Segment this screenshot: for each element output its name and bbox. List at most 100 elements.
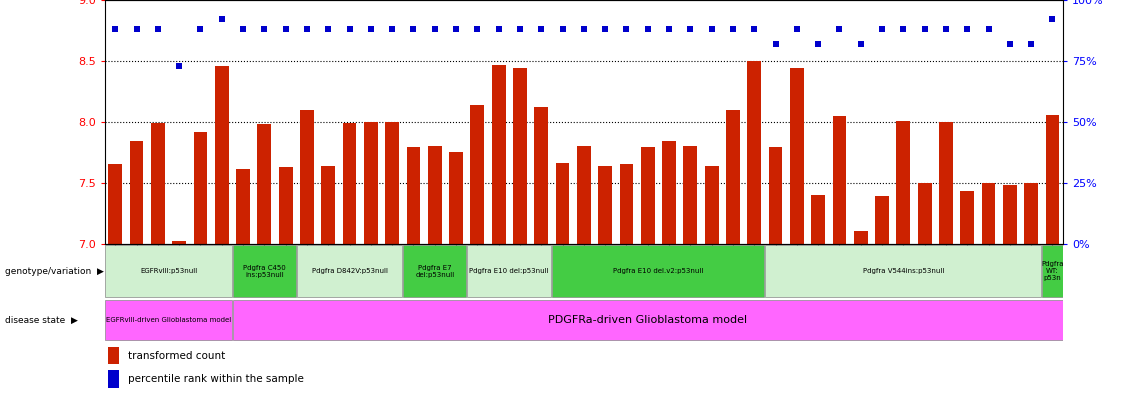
Bar xyxy=(467,245,551,297)
Bar xyxy=(727,110,740,244)
Bar xyxy=(130,141,143,244)
Bar xyxy=(939,122,953,244)
Bar xyxy=(790,68,804,244)
Point xyxy=(703,26,721,32)
Point xyxy=(234,26,252,32)
Bar xyxy=(215,66,229,244)
Point xyxy=(425,26,443,32)
Bar xyxy=(832,116,846,244)
Point xyxy=(1022,41,1040,47)
Bar xyxy=(257,124,272,244)
Bar xyxy=(1043,245,1063,297)
Bar xyxy=(404,245,466,297)
Point xyxy=(340,26,358,32)
Point xyxy=(830,26,848,32)
Point xyxy=(766,41,785,47)
Bar xyxy=(407,147,421,244)
Text: EGFRvIII:p53null: EGFRvIII:p53null xyxy=(140,268,197,274)
Bar xyxy=(769,147,782,244)
Bar xyxy=(765,245,1041,297)
Bar xyxy=(108,164,122,244)
Bar xyxy=(981,183,996,244)
Bar xyxy=(896,121,911,244)
Bar xyxy=(233,245,296,297)
Bar xyxy=(279,167,292,244)
Point xyxy=(532,26,550,32)
Point xyxy=(298,26,316,32)
Point xyxy=(788,26,806,32)
Text: Pdgfra E10 del:p53null: Pdgfra E10 del:p53null xyxy=(470,268,549,274)
Bar xyxy=(236,169,250,244)
Point xyxy=(915,26,933,32)
Point xyxy=(937,26,955,32)
Text: Pdgfra V544ins:p53null: Pdgfra V544ins:p53null xyxy=(863,268,944,274)
Bar xyxy=(322,166,335,244)
Bar xyxy=(620,164,633,244)
Text: percentile rank within the sample: percentile rank within the sample xyxy=(128,374,305,384)
Bar xyxy=(449,152,463,244)
Bar xyxy=(961,191,974,244)
Bar xyxy=(598,166,612,244)
Point xyxy=(724,26,742,32)
Point xyxy=(511,26,529,32)
Text: disease state  ▶: disease state ▶ xyxy=(6,316,78,325)
Bar xyxy=(385,122,399,244)
Bar xyxy=(151,123,165,244)
Bar xyxy=(1003,185,1016,244)
Text: transformed count: transformed count xyxy=(128,351,226,361)
Bar xyxy=(105,245,232,297)
Bar xyxy=(297,245,402,297)
Point xyxy=(319,26,338,32)
Bar xyxy=(662,141,677,244)
Point xyxy=(1001,41,1019,47)
Point xyxy=(1044,17,1062,23)
Point xyxy=(681,26,699,32)
Bar xyxy=(300,110,314,244)
Text: genotype/variation  ▶: genotype/variation ▶ xyxy=(6,267,105,275)
Point xyxy=(447,26,465,32)
Bar xyxy=(342,123,357,244)
Bar xyxy=(513,68,526,244)
Bar xyxy=(1046,114,1060,244)
Bar xyxy=(918,183,931,244)
Text: Pdgfra D842V:p53null: Pdgfra D842V:p53null xyxy=(312,268,388,274)
Point xyxy=(745,26,763,32)
Bar xyxy=(556,163,570,244)
Point xyxy=(596,26,614,32)
Point xyxy=(362,26,380,32)
Bar xyxy=(811,195,825,244)
Point xyxy=(617,26,636,32)
Text: Pdgfra E7
del:p53null: Pdgfra E7 del:p53null xyxy=(415,264,455,278)
Point xyxy=(276,26,294,32)
Bar xyxy=(108,347,119,364)
Point xyxy=(810,41,828,47)
Bar xyxy=(193,132,207,244)
Point xyxy=(958,26,977,32)
Bar xyxy=(854,231,868,244)
Point xyxy=(405,26,423,32)
Bar xyxy=(683,146,697,244)
Bar xyxy=(747,61,761,244)
Bar xyxy=(534,107,548,244)
Point xyxy=(979,26,997,32)
Point xyxy=(659,26,678,32)
Bar xyxy=(105,300,232,340)
Point xyxy=(852,41,870,47)
Point xyxy=(171,62,189,69)
Point xyxy=(127,26,146,32)
Text: EGFRvIII-driven Glioblastoma model: EGFRvIII-driven Glioblastoma model xyxy=(106,317,231,323)
Point xyxy=(191,26,209,32)
Bar xyxy=(1024,183,1038,244)
Point xyxy=(468,26,487,32)
Bar xyxy=(172,241,186,244)
Bar xyxy=(875,196,889,244)
Text: PDGFRa-driven Glioblastoma model: PDGFRa-driven Glioblastoma model xyxy=(548,315,747,325)
Bar xyxy=(576,146,591,244)
Bar xyxy=(705,166,719,244)
Bar xyxy=(108,370,119,388)
Point xyxy=(490,26,508,32)
Point xyxy=(554,26,572,32)
Point xyxy=(383,26,401,32)
Text: Pdgfra E10 del.v2:p53null: Pdgfra E10 del.v2:p53null xyxy=(613,268,704,274)
Bar xyxy=(364,122,377,244)
